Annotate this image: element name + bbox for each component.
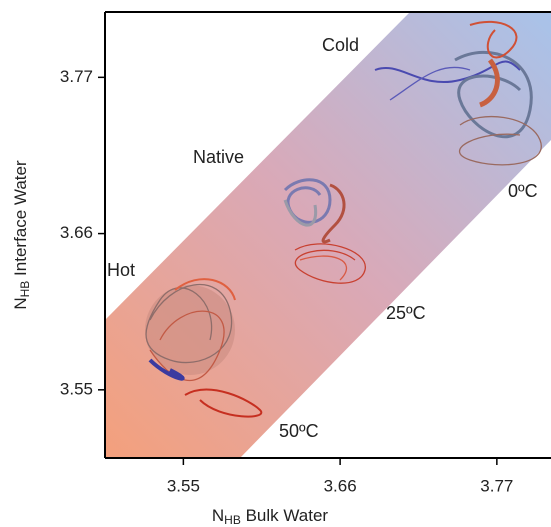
annotation: 0ºC — [508, 181, 538, 201]
x-tick-label: 3.66 — [324, 476, 357, 495]
annotation: 25ºC — [386, 303, 426, 323]
x-axis-label: NHB Bulk Water — [212, 506, 329, 527]
annotation: Hot — [107, 260, 135, 280]
annotation: 50ºC — [279, 421, 319, 441]
annotation: Cold — [322, 35, 359, 55]
x-tick-label: 3.55 — [167, 476, 200, 495]
x-tick-label: 3.77 — [480, 476, 513, 495]
native-ensemble — [283, 178, 366, 284]
y-tick-label: 3.55 — [60, 379, 93, 398]
y-tick-label: 3.66 — [60, 223, 93, 242]
temperature-band — [105, 12, 551, 458]
cold-ensemble — [374, 20, 542, 166]
hot-ensemble — [145, 278, 263, 418]
y-axis-label: NHB Interface Water — [11, 160, 32, 310]
plot-area — [105, 12, 551, 458]
annotation: Native — [193, 147, 244, 167]
y-tick-label: 3.77 — [60, 67, 93, 86]
